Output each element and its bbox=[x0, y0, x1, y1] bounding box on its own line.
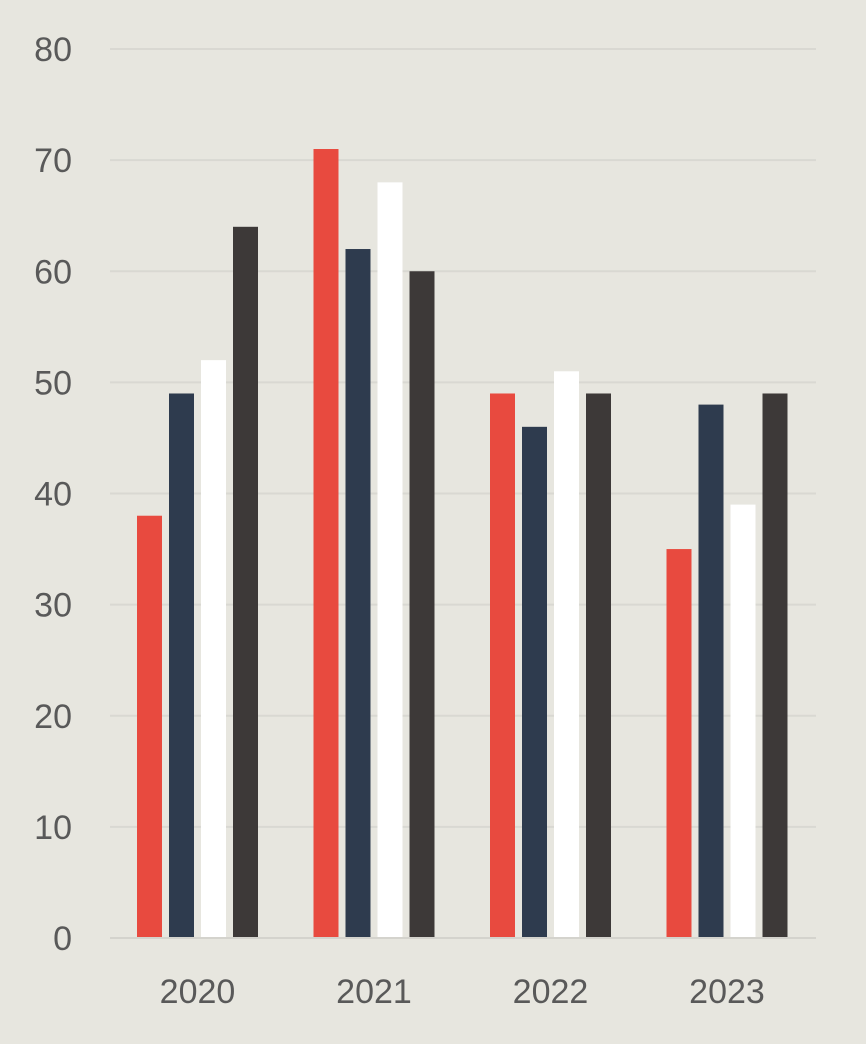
bar-2020-series-1 bbox=[137, 515, 162, 938]
bar-2020-series-2 bbox=[169, 393, 194, 938]
y-tick-label: 30 bbox=[34, 587, 72, 625]
bar-2023-series-1 bbox=[666, 549, 692, 938]
bar-2021-series-2 bbox=[345, 249, 371, 938]
y-tick-label: 70 bbox=[34, 142, 72, 180]
bar-2023-series-3 bbox=[730, 504, 756, 938]
x-axis-tick-labels: 2020 2021 2022 2023 bbox=[160, 973, 765, 1011]
bar-2021-series-1 bbox=[313, 149, 339, 938]
y-tick-label: 80 bbox=[34, 31, 72, 69]
bar-2022-series-1 bbox=[490, 393, 515, 938]
x-tick-label: 2023 bbox=[689, 973, 765, 1011]
bar-2021-series-4 bbox=[409, 271, 435, 938]
bar-2020-series-3 bbox=[201, 360, 226, 938]
bar-2022-series-4 bbox=[586, 393, 611, 938]
gridlines bbox=[110, 48, 816, 828]
y-tick-label: 50 bbox=[34, 364, 72, 402]
bar-2023-series-4 bbox=[762, 393, 788, 938]
y-tick-label: 60 bbox=[34, 253, 72, 291]
y-axis-tick-labels: 0 10 20 30 40 50 60 70 80 bbox=[34, 31, 72, 958]
x-tick-label: 2022 bbox=[513, 973, 589, 1011]
bar-2022-series-2 bbox=[522, 426, 547, 938]
bar-2020-series-4 bbox=[233, 226, 258, 939]
y-tick-label: 40 bbox=[34, 476, 72, 514]
x-tick-label: 2020 bbox=[160, 973, 236, 1011]
y-tick-label: 20 bbox=[34, 698, 72, 736]
x-tick-label: 2021 bbox=[336, 973, 412, 1011]
bar-2021-series-3 bbox=[377, 182, 403, 939]
bar-2022-series-3 bbox=[554, 371, 579, 938]
y-tick-label: 10 bbox=[34, 809, 72, 847]
bars bbox=[137, 149, 788, 939]
bar-2023-series-2 bbox=[698, 404, 724, 939]
y-tick-label: 0 bbox=[53, 920, 72, 958]
